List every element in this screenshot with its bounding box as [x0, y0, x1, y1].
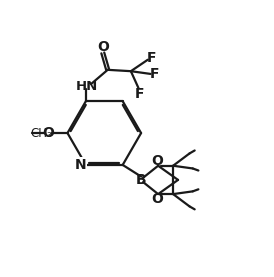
Text: HN: HN	[76, 80, 98, 93]
Text: F: F	[150, 67, 159, 81]
Text: O: O	[42, 126, 54, 140]
Text: F: F	[147, 51, 157, 65]
Text: CH₃: CH₃	[30, 127, 52, 140]
Text: N: N	[75, 158, 87, 172]
Text: O: O	[151, 154, 163, 168]
Text: O: O	[151, 192, 163, 206]
Text: B: B	[136, 173, 147, 187]
Text: F: F	[134, 86, 144, 101]
Text: O: O	[97, 40, 109, 54]
